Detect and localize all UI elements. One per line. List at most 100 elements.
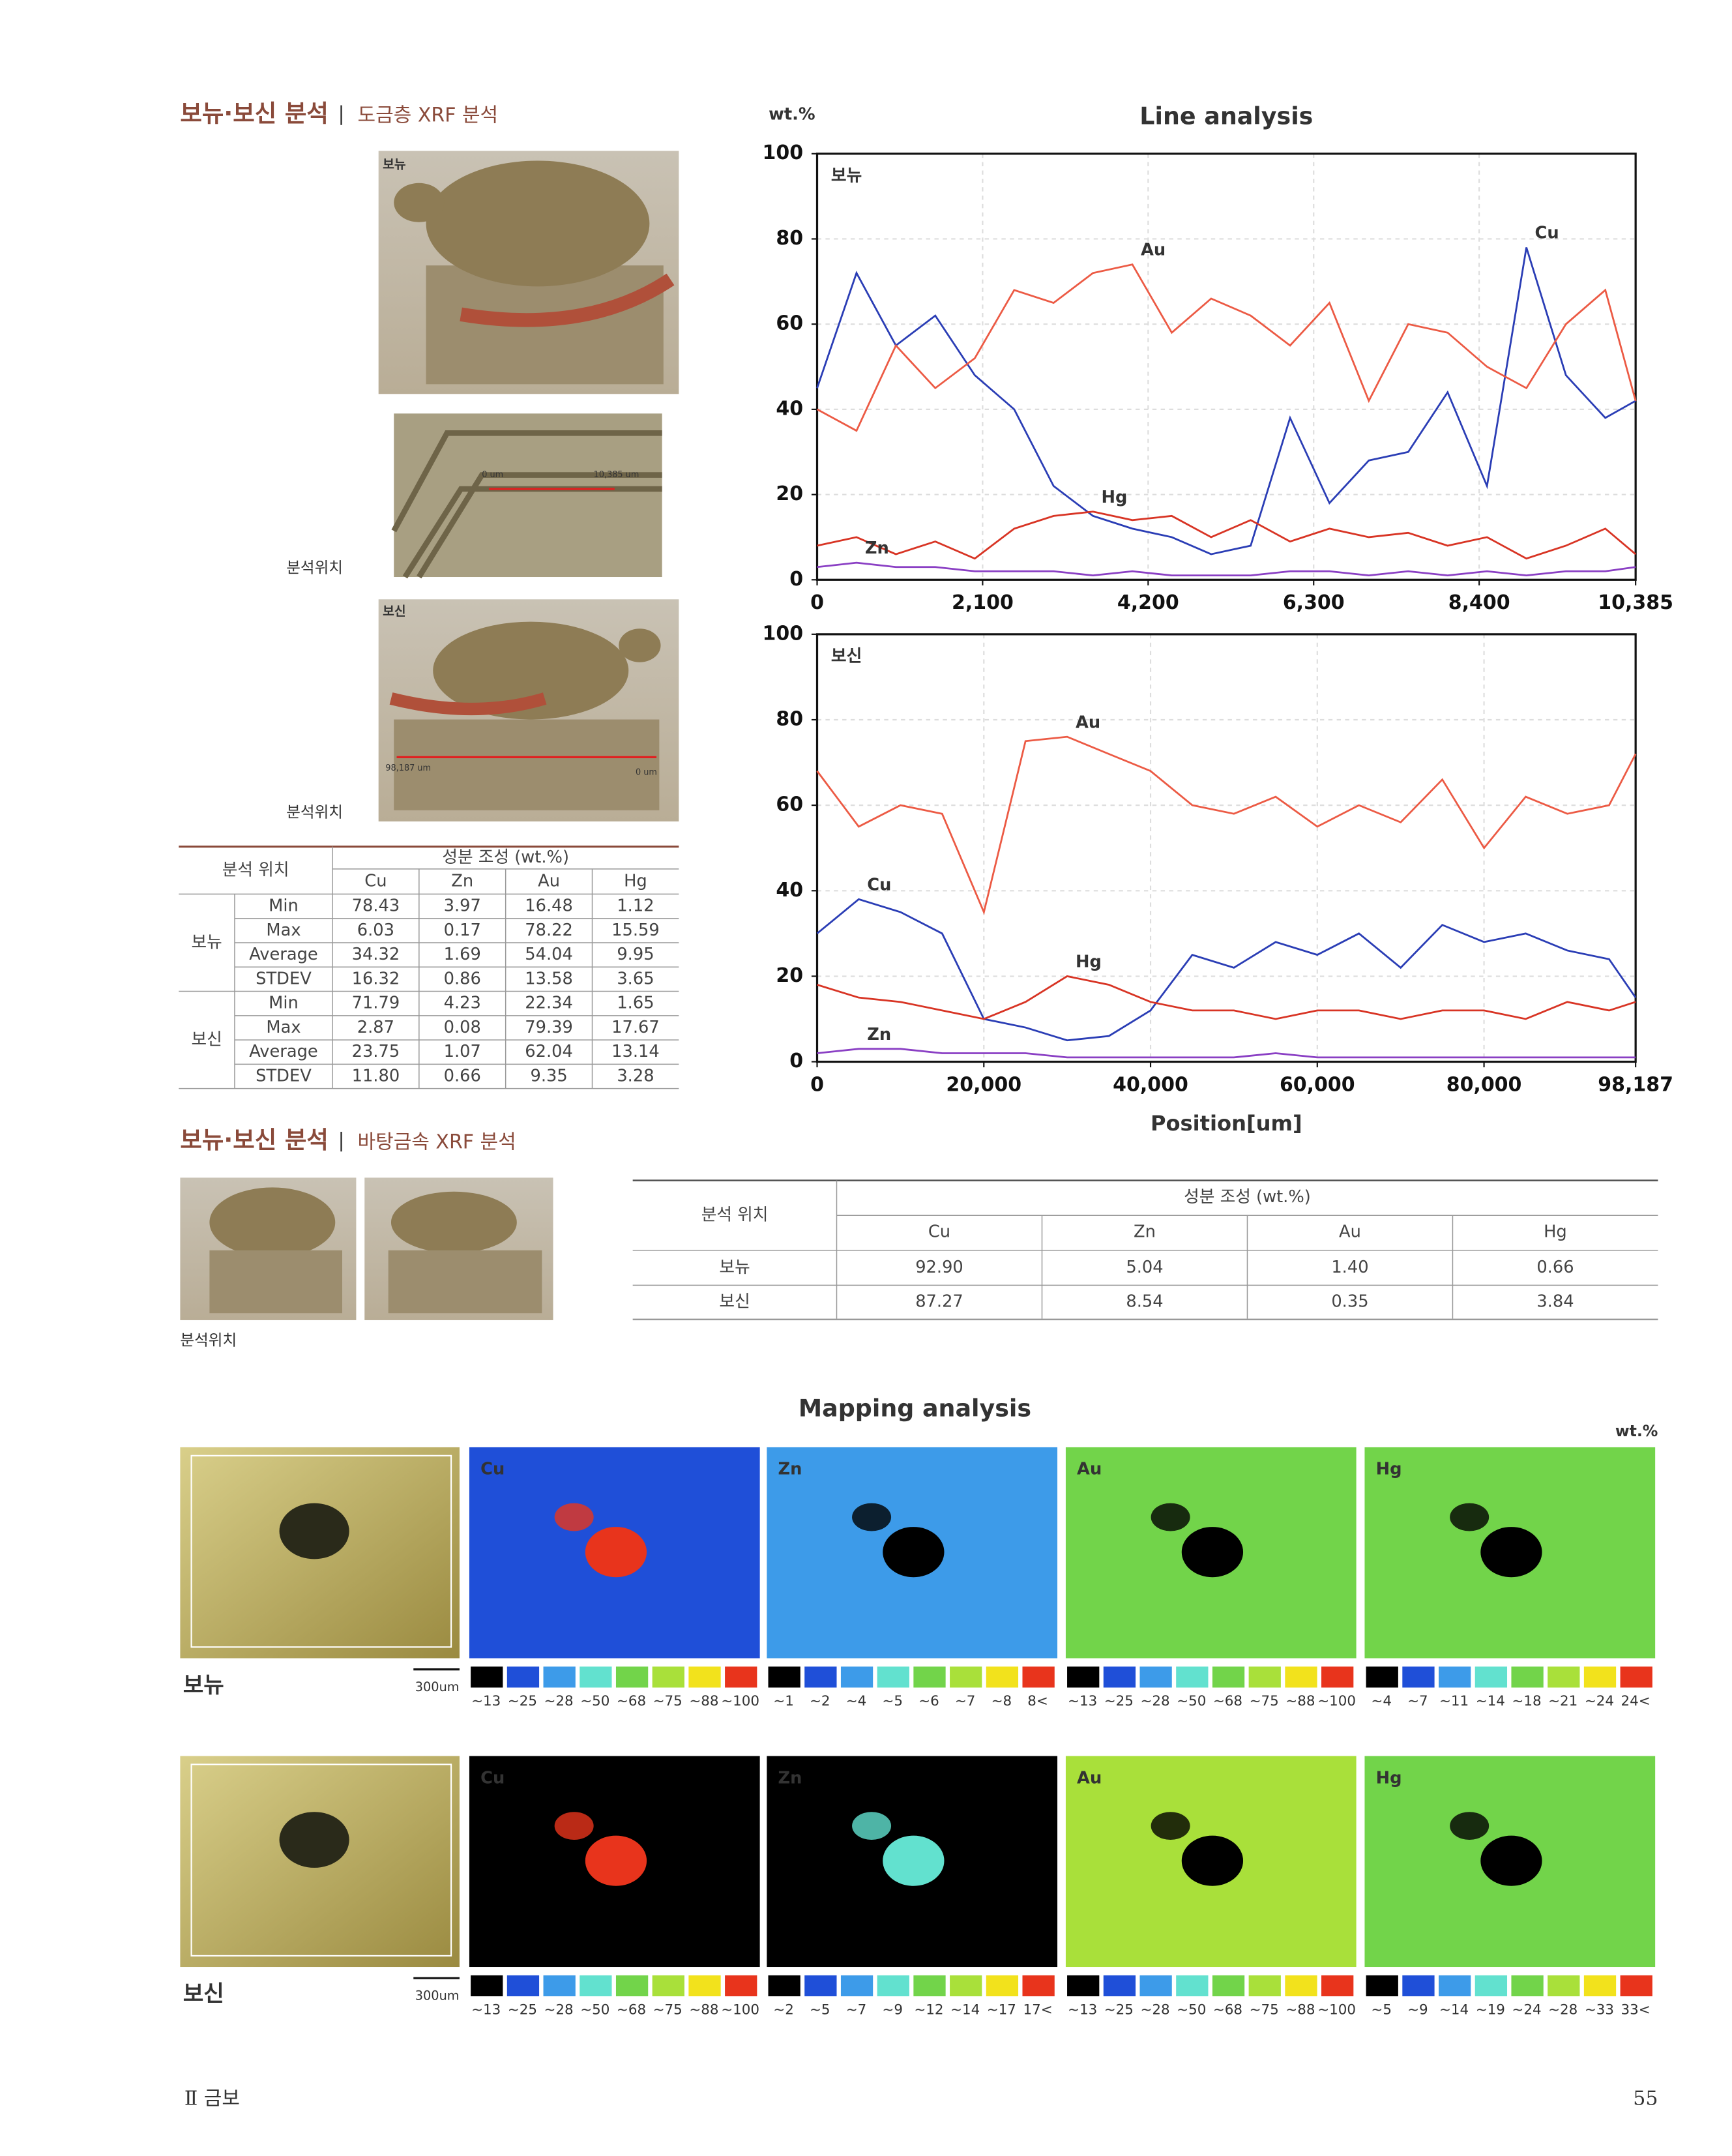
y-tick-label: 40 bbox=[776, 879, 803, 902]
plot-frame bbox=[815, 633, 1637, 1063]
cell-value: 17.67 bbox=[611, 1018, 660, 1037]
legend-label: ~28 bbox=[1140, 1693, 1169, 1709]
legend-swatch bbox=[1511, 1975, 1544, 1997]
micrograph-feature bbox=[279, 1812, 349, 1868]
map-feature bbox=[883, 1835, 945, 1886]
cell-value: 71.79 bbox=[352, 994, 400, 1013]
legend-swatch bbox=[580, 1975, 612, 1997]
legend-label: ~5 bbox=[882, 1693, 903, 1709]
map-feature bbox=[554, 1812, 594, 1840]
legend-label: ~28 bbox=[544, 1693, 574, 1709]
series-line bbox=[816, 735, 1637, 915]
map-feature bbox=[1480, 1835, 1542, 1886]
photo-detail: 0 um 10,385 um bbox=[391, 413, 662, 579]
legend-label: ~9 bbox=[882, 2001, 903, 2018]
legend-swatch bbox=[1321, 1666, 1354, 1688]
x-tick-label: 80,000 bbox=[1446, 1073, 1522, 1096]
cell-value: 11.80 bbox=[352, 1067, 400, 1086]
legend-swatch bbox=[543, 1975, 576, 1997]
legend-swatch bbox=[1620, 1666, 1652, 1688]
legend-label: ~88 bbox=[1285, 2001, 1315, 2018]
x-tick-label: 10,385 bbox=[1598, 591, 1673, 614]
legend-label: 33< bbox=[1621, 2001, 1651, 2018]
stat-label: Average bbox=[249, 1042, 318, 1061]
region-frame bbox=[190, 1764, 452, 1957]
legend-swatch bbox=[1511, 1666, 1544, 1688]
cell-value: 15.59 bbox=[611, 921, 660, 940]
legend-swatch bbox=[913, 1975, 946, 1997]
legend-label: ~2 bbox=[773, 2001, 794, 2018]
legend-swatch bbox=[1139, 1975, 1172, 1997]
map-element: Au bbox=[1077, 1768, 1102, 1788]
series-label: Zn bbox=[867, 1025, 891, 1044]
map-feature bbox=[554, 1503, 594, 1531]
map-feature bbox=[1181, 1835, 1244, 1886]
legend-swatch bbox=[840, 1666, 873, 1688]
cell-value: 13.58 bbox=[525, 969, 573, 988]
legend-label: ~75 bbox=[1250, 1693, 1279, 1709]
legend-swatch bbox=[1176, 1666, 1209, 1688]
micrograph-feature bbox=[279, 1503, 349, 1559]
y-tick-label: 60 bbox=[776, 793, 803, 816]
scale-label: 10,385 um bbox=[594, 470, 639, 480]
series-line bbox=[816, 247, 1636, 555]
legend-label: ~50 bbox=[1177, 2001, 1206, 2018]
map-feature bbox=[1480, 1527, 1542, 1578]
table: 분석 위치 성분 조성 (wt.%) Cu Zn Au Hg 보뉴 Min 78.43 3.97 1… bbox=[179, 845, 679, 1089]
legend-label: ~25 bbox=[1104, 1693, 1134, 1709]
legend-swatch bbox=[1620, 1975, 1652, 1997]
column-header: Au bbox=[538, 872, 560, 891]
scale-label: 300um bbox=[415, 1988, 460, 2003]
legend-swatch bbox=[543, 1666, 576, 1688]
series-label: Au bbox=[1076, 713, 1100, 732]
legend-label: ~100 bbox=[721, 1693, 759, 1709]
legend-label: ~11 bbox=[1439, 1693, 1469, 1709]
x-tick-label: 2,100 bbox=[952, 591, 1014, 614]
series-label: Hg bbox=[1076, 952, 1102, 971]
legend-swatch bbox=[1548, 1666, 1580, 1688]
map-feature bbox=[852, 1503, 892, 1531]
legend-label: ~50 bbox=[1177, 1693, 1206, 1709]
legend-swatch bbox=[768, 1975, 800, 1997]
legend-label: ~68 bbox=[617, 2001, 646, 2018]
legend-label: ~24 bbox=[1512, 2001, 1541, 2018]
legend-label: ~88 bbox=[689, 2001, 718, 2018]
cell-value: 1.40 bbox=[1331, 1258, 1368, 1277]
legend-swatch bbox=[1402, 1666, 1435, 1688]
legend-label: ~7 bbox=[955, 1693, 976, 1709]
group-label: 보신 bbox=[191, 1030, 222, 1050]
legend-swatch bbox=[1022, 1975, 1055, 1997]
row-label: 보뉴 bbox=[183, 1672, 224, 1698]
legend-swatch bbox=[768, 1666, 800, 1688]
legend-label: ~13 bbox=[1068, 1693, 1097, 1709]
series-label: Zn bbox=[865, 539, 889, 558]
legend-swatch bbox=[1212, 1666, 1245, 1688]
legend-label: ~2 bbox=[810, 1693, 830, 1709]
cell-value: 3.97 bbox=[444, 896, 481, 916]
legend-swatch bbox=[1067, 1975, 1100, 1997]
legend-label: ~12 bbox=[914, 2001, 943, 2018]
map-feature bbox=[1151, 1812, 1190, 1840]
region-frame bbox=[190, 1455, 452, 1648]
photo-bonyu: 보뉴 bbox=[378, 151, 679, 394]
legend-label: ~13 bbox=[471, 1693, 501, 1709]
legend-label: ~50 bbox=[580, 1693, 609, 1709]
cell-value: 4.23 bbox=[444, 994, 481, 1013]
divider: | bbox=[338, 102, 345, 125]
map-feature bbox=[585, 1835, 647, 1886]
column-header: Zn bbox=[451, 872, 473, 891]
row-label: 보신 bbox=[183, 1981, 224, 2007]
legend-swatch bbox=[1366, 1666, 1398, 1688]
plot-frame bbox=[815, 153, 1637, 581]
caption: 분석위치 bbox=[286, 803, 343, 821]
legend-swatch bbox=[1212, 1975, 1245, 1997]
map-element: Hg bbox=[1376, 1460, 1402, 1479]
legend-swatch bbox=[688, 1975, 721, 1997]
legend-label: ~5 bbox=[810, 2001, 830, 2018]
map-element: Zn bbox=[778, 1768, 802, 1788]
series-label: Cu bbox=[1535, 224, 1559, 243]
legend-swatch bbox=[1176, 1975, 1209, 1997]
legend-swatch bbox=[986, 1975, 1019, 1997]
stat-label: Max bbox=[266, 1018, 301, 1037]
